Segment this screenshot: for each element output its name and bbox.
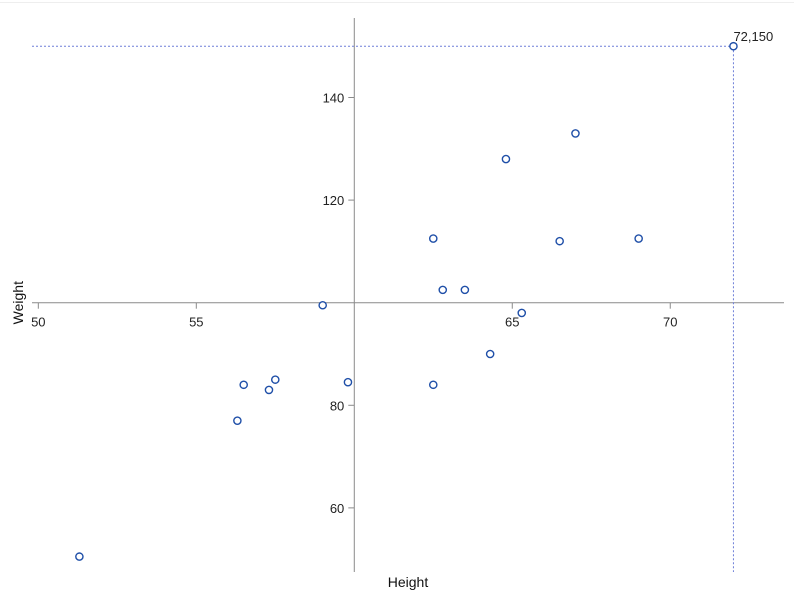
data-point[interactable]	[517, 308, 527, 318]
data-point[interactable]	[555, 236, 564, 246]
top-divider	[0, 2, 794, 3]
x-tick-label: 50	[31, 315, 45, 330]
y-axis-title: Weight	[10, 281, 26, 324]
data-point[interactable]	[501, 154, 511, 164]
x-tick-label: 70	[663, 315, 677, 330]
data-point[interactable]	[239, 380, 248, 390]
data-point[interactable]	[729, 41, 738, 51]
x-tick-label: 55	[189, 315, 203, 330]
data-point[interactable]	[571, 129, 580, 138]
data-point[interactable]	[634, 234, 643, 243]
y-tick-label: 120	[323, 193, 345, 208]
data-point[interactable]	[343, 377, 353, 387]
highlight-label: 72,150	[733, 29, 773, 44]
y-tick-label: 80	[330, 398, 344, 413]
data-point[interactable]	[270, 375, 280, 384]
data-point[interactable]	[428, 234, 438, 243]
data-point[interactable]	[438, 285, 448, 295]
data-point[interactable]	[428, 380, 438, 390]
data-point[interactable]	[318, 300, 327, 310]
y-tick-label: 60	[330, 501, 344, 516]
data-point[interactable]	[264, 385, 274, 395]
data-point[interactable]	[485, 349, 495, 359]
x-tick-label: 65	[505, 315, 519, 330]
y-tick-label: 140	[323, 91, 345, 106]
x-axis-title: Height	[388, 574, 429, 590]
data-point[interactable]	[460, 285, 470, 295]
data-point[interactable]	[233, 416, 242, 425]
data-point[interactable]	[75, 552, 84, 561]
